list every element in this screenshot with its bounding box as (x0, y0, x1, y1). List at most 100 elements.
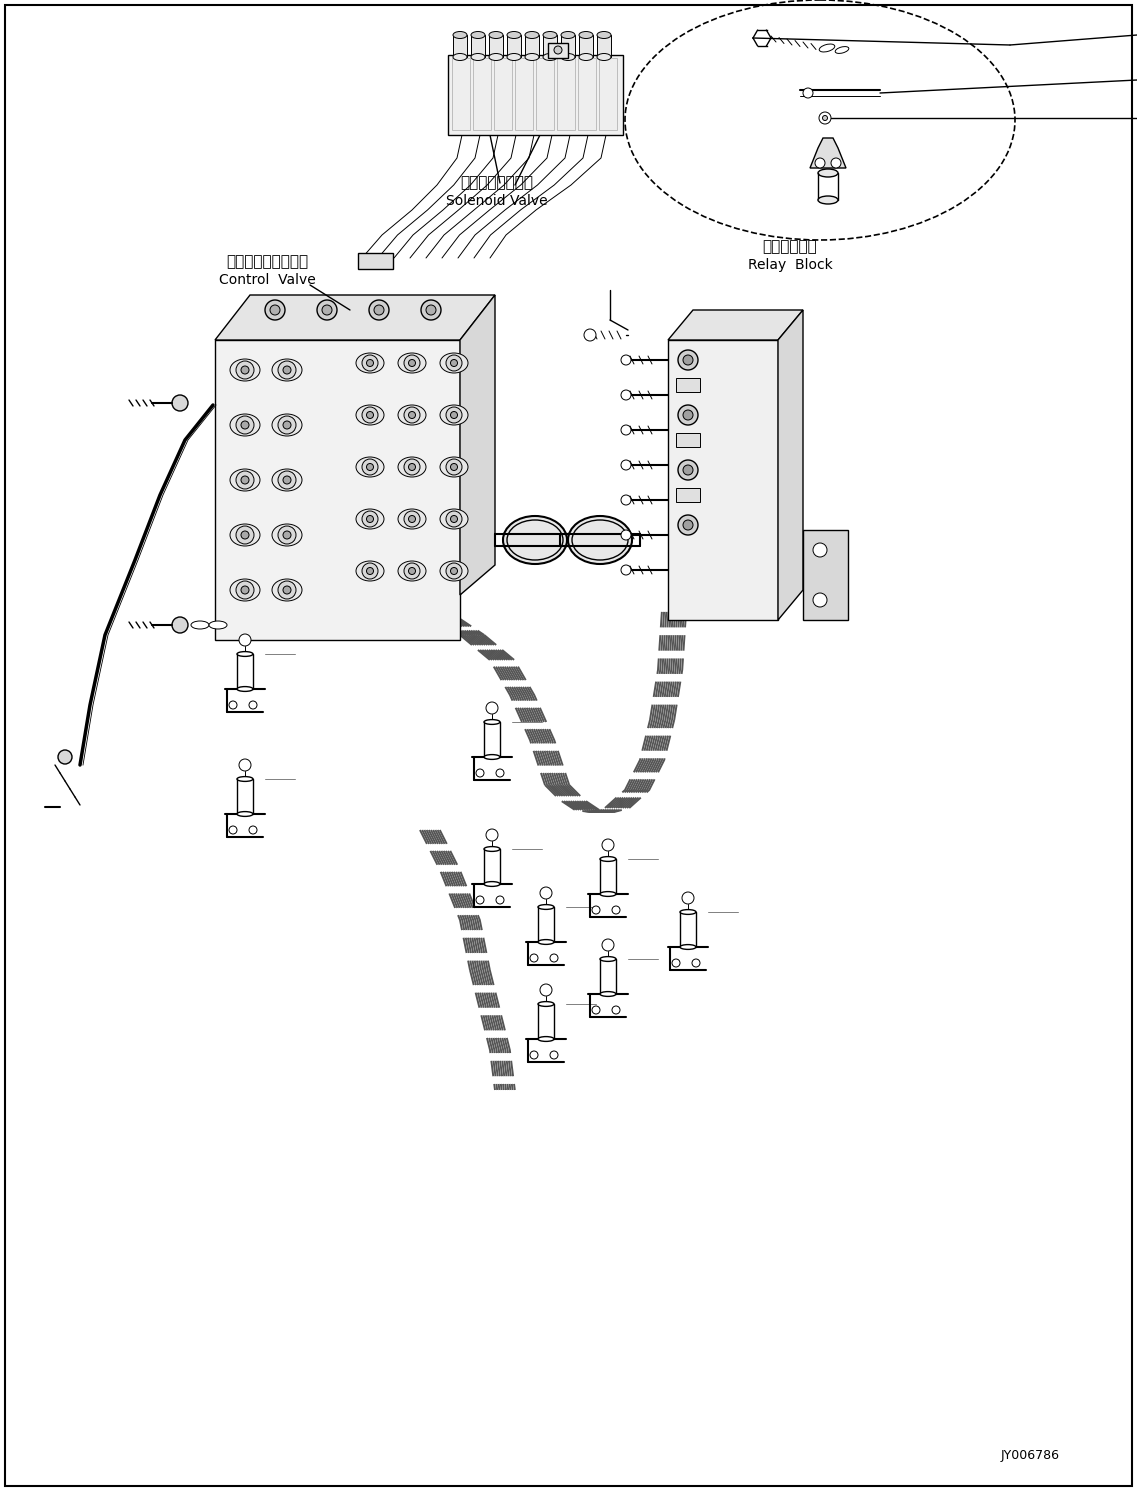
Ellipse shape (543, 54, 557, 61)
Bar (473, 58, 491, 130)
Ellipse shape (503, 516, 567, 564)
Ellipse shape (272, 523, 302, 546)
Bar (548, 43, 568, 58)
Ellipse shape (525, 54, 539, 61)
Circle shape (408, 464, 415, 471)
Circle shape (421, 300, 441, 321)
Ellipse shape (538, 1002, 554, 1006)
Ellipse shape (484, 847, 500, 851)
Circle shape (283, 365, 291, 374)
Circle shape (239, 759, 251, 771)
Ellipse shape (600, 857, 616, 862)
Circle shape (404, 459, 420, 476)
Circle shape (450, 464, 457, 471)
Circle shape (236, 526, 254, 544)
Ellipse shape (440, 458, 468, 477)
Circle shape (362, 564, 377, 579)
Ellipse shape (272, 359, 302, 382)
Circle shape (550, 954, 558, 962)
Ellipse shape (836, 46, 849, 54)
Circle shape (322, 306, 332, 315)
Ellipse shape (600, 992, 616, 996)
Ellipse shape (538, 905, 554, 910)
Circle shape (279, 581, 296, 599)
Polygon shape (215, 295, 495, 340)
Circle shape (496, 769, 504, 777)
Ellipse shape (600, 892, 616, 896)
Circle shape (621, 355, 631, 365)
Circle shape (366, 568, 373, 574)
Circle shape (450, 359, 457, 367)
Circle shape (236, 416, 254, 434)
Circle shape (683, 410, 692, 420)
Circle shape (831, 158, 841, 168)
Circle shape (229, 826, 236, 833)
Text: JY006786: JY006786 (1001, 1449, 1060, 1463)
Polygon shape (810, 139, 846, 168)
Ellipse shape (507, 31, 521, 39)
Circle shape (404, 564, 420, 579)
Polygon shape (778, 310, 803, 620)
Ellipse shape (440, 406, 468, 425)
Ellipse shape (356, 406, 384, 425)
Bar (669, 340, 778, 620)
Ellipse shape (538, 1036, 554, 1041)
Ellipse shape (398, 353, 426, 373)
Ellipse shape (453, 54, 467, 61)
Circle shape (408, 412, 415, 419)
Ellipse shape (568, 516, 632, 564)
Circle shape (450, 568, 457, 574)
Circle shape (404, 407, 420, 423)
Circle shape (279, 526, 296, 544)
Circle shape (621, 391, 631, 400)
Circle shape (279, 471, 296, 489)
Circle shape (366, 359, 373, 367)
Circle shape (692, 959, 700, 968)
Ellipse shape (398, 561, 426, 581)
Ellipse shape (543, 31, 557, 39)
Ellipse shape (356, 508, 384, 529)
Ellipse shape (398, 458, 426, 477)
Bar (578, 58, 596, 130)
Circle shape (683, 520, 692, 529)
Circle shape (450, 516, 457, 522)
Circle shape (446, 511, 462, 526)
Circle shape (366, 412, 373, 419)
Circle shape (58, 750, 72, 763)
Ellipse shape (484, 881, 500, 887)
Circle shape (550, 1051, 558, 1059)
Ellipse shape (538, 939, 554, 944)
Circle shape (682, 892, 694, 904)
Circle shape (279, 361, 296, 379)
Bar (677, 432, 700, 447)
Ellipse shape (356, 458, 384, 477)
Ellipse shape (440, 561, 468, 581)
Text: Solenoid Valve: Solenoid Valve (446, 194, 548, 209)
Circle shape (815, 158, 825, 168)
Circle shape (241, 365, 249, 374)
Circle shape (239, 634, 251, 646)
Ellipse shape (356, 353, 384, 373)
Ellipse shape (820, 45, 835, 52)
Ellipse shape (507, 54, 521, 61)
Ellipse shape (230, 579, 260, 601)
Circle shape (172, 617, 188, 634)
Polygon shape (669, 310, 803, 340)
Ellipse shape (597, 31, 611, 39)
Ellipse shape (230, 414, 260, 435)
Circle shape (678, 350, 698, 370)
Circle shape (283, 476, 291, 485)
Circle shape (621, 529, 631, 540)
Ellipse shape (484, 720, 500, 725)
Ellipse shape (272, 470, 302, 491)
Bar (515, 58, 533, 130)
Circle shape (678, 406, 698, 425)
Circle shape (374, 306, 384, 315)
Bar (599, 58, 617, 130)
Circle shape (621, 425, 631, 435)
Ellipse shape (191, 620, 209, 629)
Circle shape (530, 954, 538, 962)
Circle shape (265, 300, 285, 321)
Bar (525, 34, 539, 57)
Bar (215, 340, 460, 640)
